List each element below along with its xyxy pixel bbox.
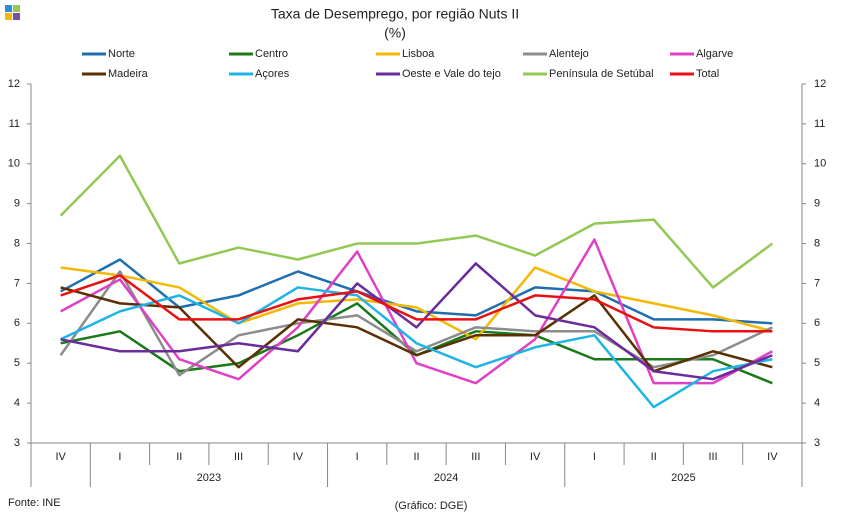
y2-tick-label: 6 [814, 317, 820, 329]
series-line [60, 238, 773, 385]
y-tick-label: 7 [14, 277, 20, 289]
x-tick-label: I [118, 451, 121, 463]
x-tick-label: III [234, 451, 243, 463]
x-tick-label: III [708, 451, 717, 463]
legend-label: Madeira [108, 68, 149, 80]
y-tick-label: 5 [14, 357, 20, 369]
y2-tick-label: 8 [814, 237, 820, 249]
series-line [60, 286, 773, 409]
source: Fonte: INE [8, 497, 61, 509]
logo [5, 5, 20, 20]
chart-subtitle: (%) [384, 25, 406, 41]
y2-tick-label: 10 [814, 158, 826, 170]
legend-label: Oeste e Vale do tejo [402, 68, 501, 80]
x-group-label: 2023 [197, 472, 221, 484]
y-tick-label: 8 [14, 237, 20, 249]
x-tick-label: I [593, 451, 596, 463]
x-group-label: 2024 [434, 472, 458, 484]
x-tick-label: II [651, 451, 657, 463]
legend-label: Península de Setúbal [549, 68, 654, 80]
x-tick-label: IV [293, 451, 304, 463]
y-tick-label: 11 [9, 118, 20, 130]
y2-tick-label: 12 [814, 78, 826, 90]
y2-tick-label: 11 [814, 118, 825, 130]
y2-tick-label: 4 [814, 397, 820, 409]
x-tick-label: III [471, 451, 480, 463]
series-line [60, 266, 773, 341]
x-tick-label: II [413, 451, 419, 463]
series-line [60, 274, 773, 333]
legend-label: Alentejo [549, 48, 589, 60]
y2-tick-label: 3 [814, 437, 820, 449]
legend-label: Açores [255, 68, 290, 80]
y2-tick-label: 7 [814, 277, 820, 289]
series-line [59, 270, 773, 377]
y-tick-label: 10 [8, 158, 20, 170]
x-tick-label: IV [530, 451, 541, 463]
x-tick-label: II [176, 451, 182, 463]
y-tick-label: 3 [14, 437, 20, 449]
legend-label: Algarve [696, 48, 733, 60]
x-group-label: 2025 [671, 472, 695, 484]
y2-tick-label: 5 [814, 357, 820, 369]
x-tick-label: IV [767, 451, 778, 463]
x-tick-label: IV [55, 451, 66, 463]
legend-label: Norte [108, 48, 135, 60]
series-line [59, 154, 774, 289]
legend-label: Lisboa [402, 48, 435, 60]
legend-label: Centro [255, 48, 288, 60]
legend-label: Total [696, 68, 719, 80]
series-line [60, 262, 773, 381]
chart-title: Taxa de Desemprego, por região Nuts II [271, 6, 519, 22]
x-tick-label: I [356, 451, 359, 463]
y-tick-label: 6 [14, 317, 20, 329]
y-tick-label: 4 [14, 397, 20, 409]
credit: (Gráfico: DGE) [395, 500, 468, 512]
y2-tick-label: 9 [814, 198, 820, 210]
series-line [60, 258, 773, 325]
y-tick-label: 9 [14, 198, 20, 210]
y-tick-label: 12 [8, 78, 20, 90]
